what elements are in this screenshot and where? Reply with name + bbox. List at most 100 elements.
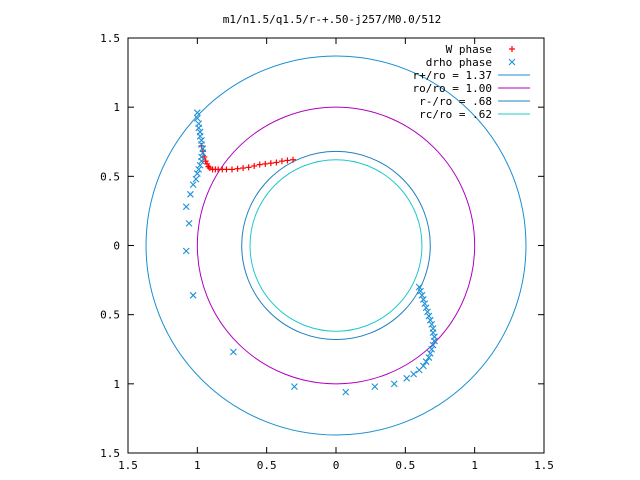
drho-phase-point xyxy=(199,145,207,153)
drho-phase-point xyxy=(185,219,193,227)
drho-phase-point xyxy=(403,374,411,382)
legend-label: r-/ro = .68 xyxy=(419,95,492,108)
drho-phase-point-stroke xyxy=(195,166,203,173)
drho-phase-point xyxy=(195,120,203,128)
drho-phase-point xyxy=(431,337,438,345)
w-phase-point xyxy=(229,166,235,173)
phase-points xyxy=(182,109,438,396)
drho-phase-point-stroke xyxy=(419,296,427,303)
drho-phase-point xyxy=(196,128,204,136)
drho-phase-point xyxy=(187,190,194,198)
drho-phase-point xyxy=(229,348,237,356)
drho-phase-point-stroke xyxy=(431,337,438,345)
w-phase-point xyxy=(278,158,285,165)
legend-label: rc/ro = .62 xyxy=(419,108,492,121)
radius-circles xyxy=(145,55,527,436)
w-phase-point xyxy=(234,165,241,172)
drho-phase-point-stroke xyxy=(371,383,379,390)
w-phase-point xyxy=(223,166,230,173)
y-tick-label: 1.5 xyxy=(100,447,120,460)
drho-phase-point-stroke xyxy=(424,308,431,316)
drho-phase-point xyxy=(193,170,201,177)
x-tick-label: 1.5 xyxy=(534,459,554,472)
drho-phase-point xyxy=(410,370,418,378)
drho-phase-point-stroke xyxy=(291,383,298,390)
drho-phase-point xyxy=(422,304,430,312)
y-tick-label: 1 xyxy=(113,378,120,391)
drho-phase-point-stroke xyxy=(425,312,433,320)
drho-phase-point-stroke xyxy=(425,354,433,361)
drho-phase-point xyxy=(415,366,423,374)
radius-circle xyxy=(241,150,431,341)
drho-phase-point xyxy=(193,109,201,117)
drho-phase-point-stroke xyxy=(185,219,193,227)
legend-marker xyxy=(509,46,515,52)
x-tick-label: 0.5 xyxy=(257,459,277,472)
drho-phase-point-stroke xyxy=(182,203,190,211)
drho-phase-point-stroke xyxy=(189,181,197,189)
drho-phase-point xyxy=(429,341,437,349)
y-tick-label: 0 xyxy=(113,240,120,253)
w-phase-point xyxy=(273,159,280,166)
drho-phase-point xyxy=(291,383,298,390)
drho-phase-point-stroke xyxy=(429,329,437,337)
x-tick-label: 0 xyxy=(333,459,340,472)
drho-phase-point-stroke xyxy=(415,283,423,291)
drho-phase-point-stroke xyxy=(429,341,437,349)
drho-phase-point-stroke xyxy=(390,380,398,388)
radius-circle xyxy=(145,55,527,436)
drho-phase-point-stroke xyxy=(196,128,204,136)
drho-phase-point xyxy=(182,247,190,255)
drho-phase-point-stroke xyxy=(422,358,430,366)
w-phase-point xyxy=(290,156,297,163)
legend-marker-stroke xyxy=(508,58,516,66)
drho-phase-point-stroke xyxy=(196,161,204,169)
drho-phase-point-stroke xyxy=(193,170,201,177)
drho-phase-point xyxy=(198,153,205,161)
drho-phase-point-stroke xyxy=(418,291,426,299)
drho-phase-point xyxy=(421,300,429,307)
drho-phase-point xyxy=(415,283,423,291)
drho-phase-point xyxy=(426,350,434,357)
w-phase-point xyxy=(240,165,247,172)
drho-phase-point-stroke xyxy=(415,366,423,374)
drho-phase-point xyxy=(426,316,434,324)
x-tick-label: 1.5 xyxy=(118,459,138,472)
drho-phase-point-stroke xyxy=(198,153,205,161)
legend-label: r+/ro = 1.37 xyxy=(413,69,492,82)
radius-circle xyxy=(249,159,423,332)
w-phase-point xyxy=(262,160,269,167)
w-phase-point xyxy=(202,158,209,165)
drho-phase-point-stroke xyxy=(422,304,430,312)
drho-phase-point-stroke xyxy=(421,300,429,307)
w-phase-point xyxy=(245,164,252,171)
drho-phase-point-stroke xyxy=(199,145,207,153)
y-tick-label: 0.5 xyxy=(100,309,120,322)
drho-phase-point xyxy=(419,296,427,303)
drho-phase-point-stroke xyxy=(193,109,201,117)
drho-phase-point-stroke xyxy=(403,374,411,382)
drho-phase-point xyxy=(390,380,398,388)
legend-label: ro/ro = 1.00 xyxy=(413,82,492,95)
x-tick-label: 1 xyxy=(471,459,478,472)
radius-circle xyxy=(196,106,476,385)
w-phase-point xyxy=(284,157,291,164)
drho-phase-point xyxy=(196,161,204,169)
drho-phase-point-stroke xyxy=(410,370,418,378)
drho-phase-point-stroke xyxy=(182,247,190,255)
drho-phase-point xyxy=(189,291,197,299)
drho-phase-point xyxy=(424,308,431,316)
drho-phase-point-stroke xyxy=(426,316,434,324)
drho-phase-point xyxy=(429,329,437,337)
chart-title: m1/n1.5/q1.5/r-+.50-j257/M0.0/512 xyxy=(223,13,442,26)
drho-phase-point-stroke xyxy=(189,291,197,299)
drho-phase-point-stroke xyxy=(193,114,201,122)
x-tick-label: 0.5 xyxy=(395,459,415,472)
drho-phase-point xyxy=(192,175,200,183)
drho-phase-point-stroke xyxy=(187,190,194,198)
drho-phase-point xyxy=(189,181,197,189)
drho-phase-point xyxy=(342,388,350,396)
drho-phase-point xyxy=(198,136,205,144)
legend-label: W phase xyxy=(446,43,492,56)
